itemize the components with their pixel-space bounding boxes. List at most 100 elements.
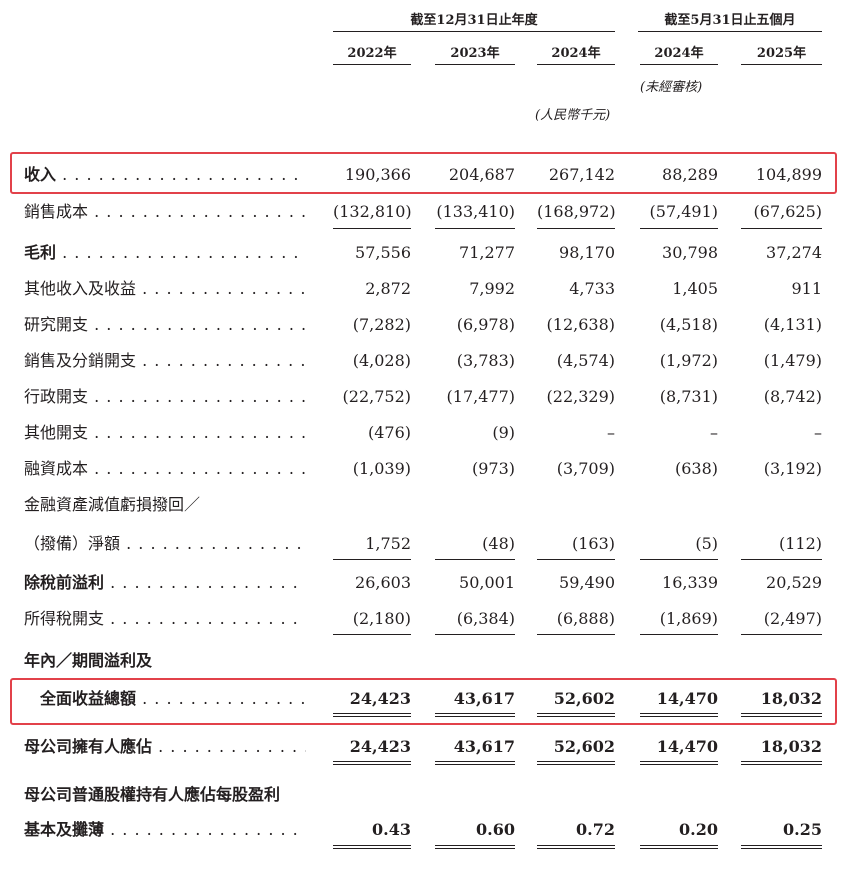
total-double-rule-4 bbox=[640, 845, 718, 849]
year-header-2022: 2022年 bbox=[347, 46, 397, 61]
row-label: 年內／期間溢利及 bbox=[24, 651, 153, 670]
total-double-rule-2 bbox=[435, 845, 515, 849]
total-double-rule-2 bbox=[435, 761, 515, 765]
subtotal-rule-2 bbox=[435, 634, 515, 635]
cell-2024-5m: (1,972) bbox=[659, 351, 718, 370]
row-label: 銷售成本 bbox=[24, 201, 306, 223]
cell-2022: (476) bbox=[367, 423, 411, 442]
year-rule-4 bbox=[640, 64, 718, 65]
subtotal-rule-4 bbox=[640, 228, 718, 229]
year-rule-5 bbox=[741, 64, 822, 65]
cell-2024: (168,972) bbox=[537, 202, 616, 221]
subtotal-rule-4 bbox=[640, 634, 718, 635]
cell-2024: (6,888) bbox=[556, 609, 615, 628]
cell-2024: (163) bbox=[571, 534, 615, 553]
row-label: 母公司擁有人應佔 bbox=[24, 736, 306, 758]
cell-2022: (22,752) bbox=[342, 387, 411, 406]
cell-2023: (3,783) bbox=[456, 351, 515, 370]
cell-2023: 50,001 bbox=[459, 573, 515, 592]
cell-2023: (48) bbox=[482, 534, 515, 553]
cell-2024: 267,142 bbox=[548, 165, 615, 184]
cell-2024: (3,709) bbox=[556, 459, 615, 478]
subtotal-rule-3 bbox=[537, 559, 615, 560]
total-double-rule-5 bbox=[741, 845, 822, 849]
cell-2025-5m: 20,529 bbox=[766, 573, 822, 592]
total-double-rule-3 bbox=[537, 845, 615, 849]
cell-2023: 43,617 bbox=[453, 689, 515, 708]
cell-2024: 59,490 bbox=[559, 573, 615, 592]
year-header-2024-5m: 2024年 bbox=[654, 46, 704, 61]
row-label: 收入 bbox=[24, 164, 306, 186]
table-row-cost-of-sales: 銷售成本 (132,810) (133,410) (168,972) (57,4… bbox=[0, 201, 848, 223]
cell-2022: (132,810) bbox=[333, 202, 412, 221]
table-row-research-expenses: 研究開支 (7,282) (6,978) (12,638) (4,518) (4… bbox=[0, 314, 848, 336]
cell-2023: (973) bbox=[471, 459, 515, 478]
cell-2023: (6,978) bbox=[456, 315, 515, 334]
total-double-rule-5 bbox=[741, 761, 822, 765]
total-double-rule-5 bbox=[741, 713, 822, 717]
row-label: 其他收入及收益 bbox=[24, 278, 306, 300]
cell-2024: 52,602 bbox=[553, 689, 615, 708]
row-label: 所得稅開支 bbox=[24, 608, 306, 630]
cell-2024-5m: 30,798 bbox=[662, 243, 718, 262]
cell-2024-5m: (638) bbox=[674, 459, 718, 478]
cell-2023: 0.60 bbox=[476, 820, 515, 839]
total-double-rule-1 bbox=[333, 845, 411, 849]
subtotal-rule-3 bbox=[537, 634, 615, 635]
cell-2025-5m: 104,899 bbox=[755, 165, 822, 184]
cell-2025-5m: – bbox=[814, 423, 822, 442]
cell-2022: 190,366 bbox=[344, 165, 411, 184]
table-row-eps-basic-diluted: 基本及攤薄 0.43 0.60 0.72 0.20 0.25 bbox=[0, 819, 848, 841]
subtotal-rule-1 bbox=[333, 559, 411, 560]
unaudited-note: (未經審核) bbox=[640, 80, 703, 95]
cell-2022: 24,423 bbox=[349, 737, 411, 756]
table-row-gross-profit: 毛利 57,556 71,277 98,170 30,798 37,274 bbox=[0, 242, 848, 264]
cell-2023: (9) bbox=[492, 423, 515, 442]
table-row-total-comprehensive-income: 全面收益總額 24,423 43,617 52,602 14,470 18,03… bbox=[0, 688, 848, 710]
cell-2023: 43,617 bbox=[453, 737, 515, 756]
row-label: 母公司普通股權持有人應佔每股盈利 bbox=[24, 785, 281, 804]
cell-2024: 52,602 bbox=[553, 737, 615, 756]
cell-2024: (4,574) bbox=[556, 351, 615, 370]
total-double-rule-4 bbox=[640, 761, 718, 765]
table-row-attributable-to-owners: 母公司擁有人應佔 24,423 43,617 52,602 14,470 18,… bbox=[0, 736, 848, 758]
cell-2024-5m: (4,518) bbox=[659, 315, 718, 334]
row-label: 銷售及分銷開支 bbox=[24, 350, 306, 372]
total-double-rule-4 bbox=[640, 713, 718, 717]
total-double-rule-2 bbox=[435, 713, 515, 717]
cell-2022: (1,039) bbox=[352, 459, 411, 478]
cell-2022: 26,603 bbox=[355, 573, 411, 592]
cell-2022: 0.43 bbox=[372, 820, 411, 839]
cell-2025-5m: (8,742) bbox=[763, 387, 822, 406]
header-group-five-months: 截至5月31日止五個月 bbox=[664, 13, 796, 28]
cell-2025-5m: 37,274 bbox=[766, 243, 822, 262]
table-row-impairment-heading: 金融資產減值虧損撥回／ bbox=[0, 494, 848, 516]
cell-2024-5m: 14,470 bbox=[656, 737, 718, 756]
cell-2025-5m: 0.25 bbox=[783, 820, 822, 839]
year-header-2025-5m: 2025年 bbox=[756, 46, 807, 61]
year-rule-1 bbox=[333, 64, 411, 65]
row-label: 除稅前溢利 bbox=[24, 572, 306, 594]
row-label: 融資成本 bbox=[24, 458, 306, 480]
cell-2022: 1,752 bbox=[365, 534, 411, 553]
cell-2025-5m: (1,479) bbox=[763, 351, 822, 370]
table-row-profit-heading: 年內／期間溢利及 bbox=[0, 650, 848, 672]
cell-2025-5m: (2,497) bbox=[763, 609, 822, 628]
cell-2024: 98,170 bbox=[559, 243, 615, 262]
subtotal-rule-5 bbox=[741, 634, 822, 635]
table-row-admin-expenses: 行政開支 (22,752) (17,477) (22,329) (8,731) … bbox=[0, 386, 848, 408]
cell-2024: (12,638) bbox=[546, 315, 615, 334]
year-rule-3 bbox=[537, 64, 615, 65]
table-row-other-income: 其他收入及收益 2,872 7,992 4,733 1,405 911 bbox=[0, 278, 848, 300]
cell-2024-5m: 1,405 bbox=[672, 279, 718, 298]
header-group-year-ended-rule bbox=[333, 31, 615, 32]
cell-2024-5m: 16,339 bbox=[662, 573, 718, 592]
row-label: 研究開支 bbox=[24, 314, 306, 336]
cell-2024: 4,733 bbox=[569, 279, 615, 298]
subtotal-rule-1 bbox=[333, 228, 411, 229]
row-label: 全面收益總額 bbox=[40, 688, 306, 710]
row-label: 金融資產減值虧損撥回／ bbox=[24, 495, 201, 514]
cell-2024-5m: 14,470 bbox=[656, 689, 718, 708]
total-double-rule-1 bbox=[333, 761, 411, 765]
header-group-five-months-rule bbox=[638, 31, 822, 32]
